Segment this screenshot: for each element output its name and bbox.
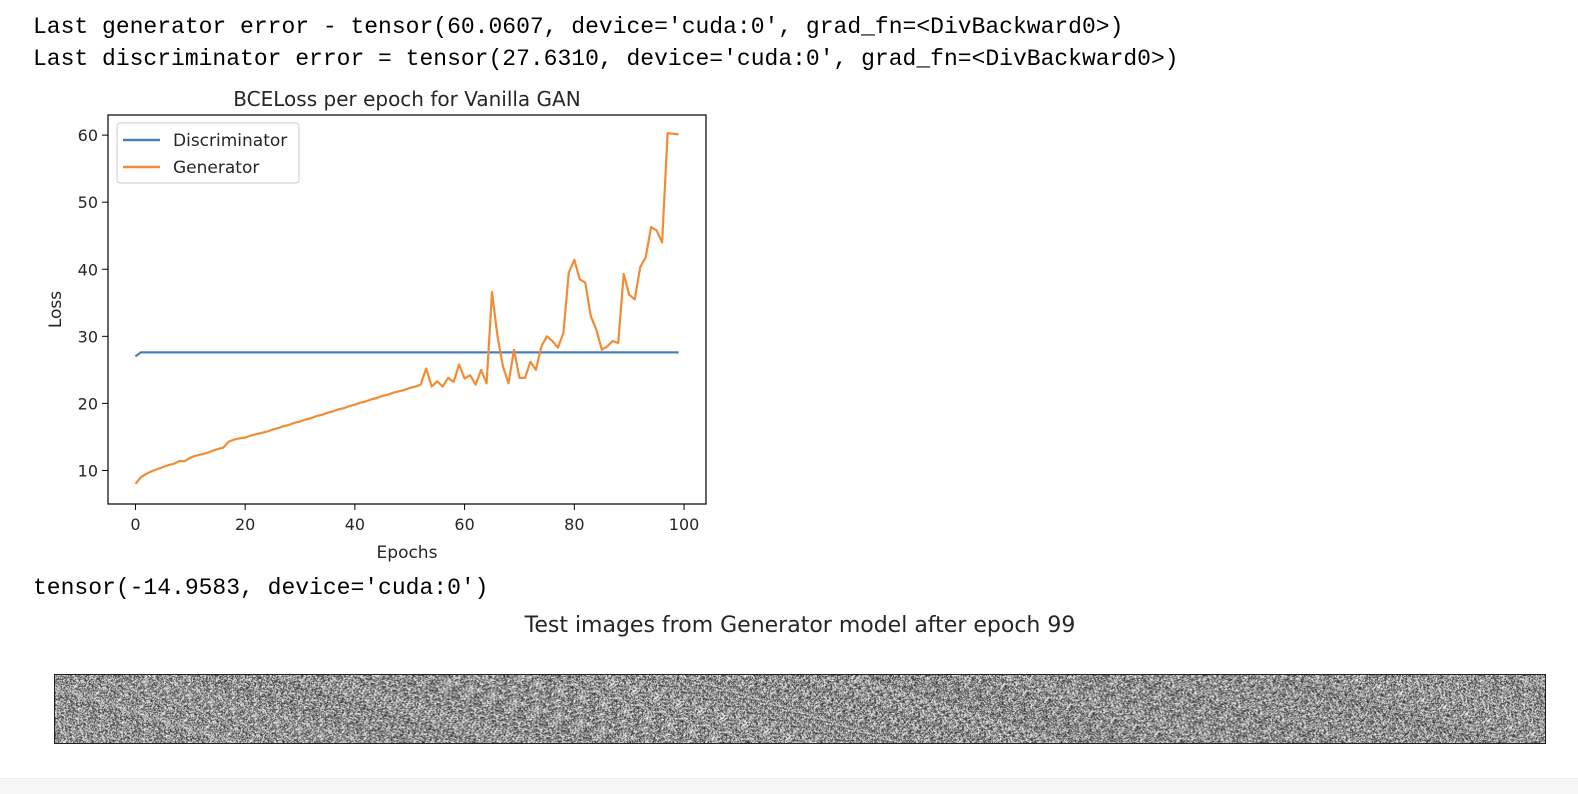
y-tick-label: 50 (78, 193, 98, 212)
x-tick-label: 80 (564, 515, 584, 534)
legend-label-generator: Generator (173, 158, 259, 178)
x-tick-label: 0 (130, 515, 140, 534)
discriminator-error-output: Last discriminator error = tensor(27.631… (33, 46, 1179, 72)
notebook-footer-bar (0, 778, 1578, 794)
tensor-output: tensor(-14.9583, device='cuda:0') (33, 575, 489, 601)
x-tick-label: 20 (235, 515, 255, 534)
x-axis-label: Epochs (377, 543, 438, 563)
series-line-generator (134, 131, 679, 485)
y-tick-label: 20 (78, 394, 98, 413)
chart-title: BCELoss per epoch for Vanilla GAN (233, 87, 580, 111)
generator-error-output: Last generator error - tensor(60.0607, d… (33, 14, 1124, 40)
loss-chart: BCELoss per epoch for Vanilla GAN 0 20 40 60… (46, 87, 707, 563)
x-tick-label: 60 (454, 515, 474, 534)
plot-frame (107, 114, 707, 505)
x-tick-label: 40 (345, 515, 365, 534)
y-tick-label: 30 (78, 327, 98, 346)
legend-label-discriminator: Discriminator (173, 131, 287, 151)
y-axis-label: Loss (46, 291, 66, 328)
legend-box (116, 122, 300, 184)
y-tick-label: 10 (78, 461, 98, 480)
generated-noise-image-grid (54, 674, 1546, 744)
y-tick-label: 60 (78, 126, 98, 145)
series-line-discriminator (134, 351, 679, 358)
y-tick-label: 40 (78, 260, 98, 279)
test-images-title: Test images from Generator model after e… (524, 613, 1076, 638)
x-tick-label: 100 (669, 515, 700, 534)
